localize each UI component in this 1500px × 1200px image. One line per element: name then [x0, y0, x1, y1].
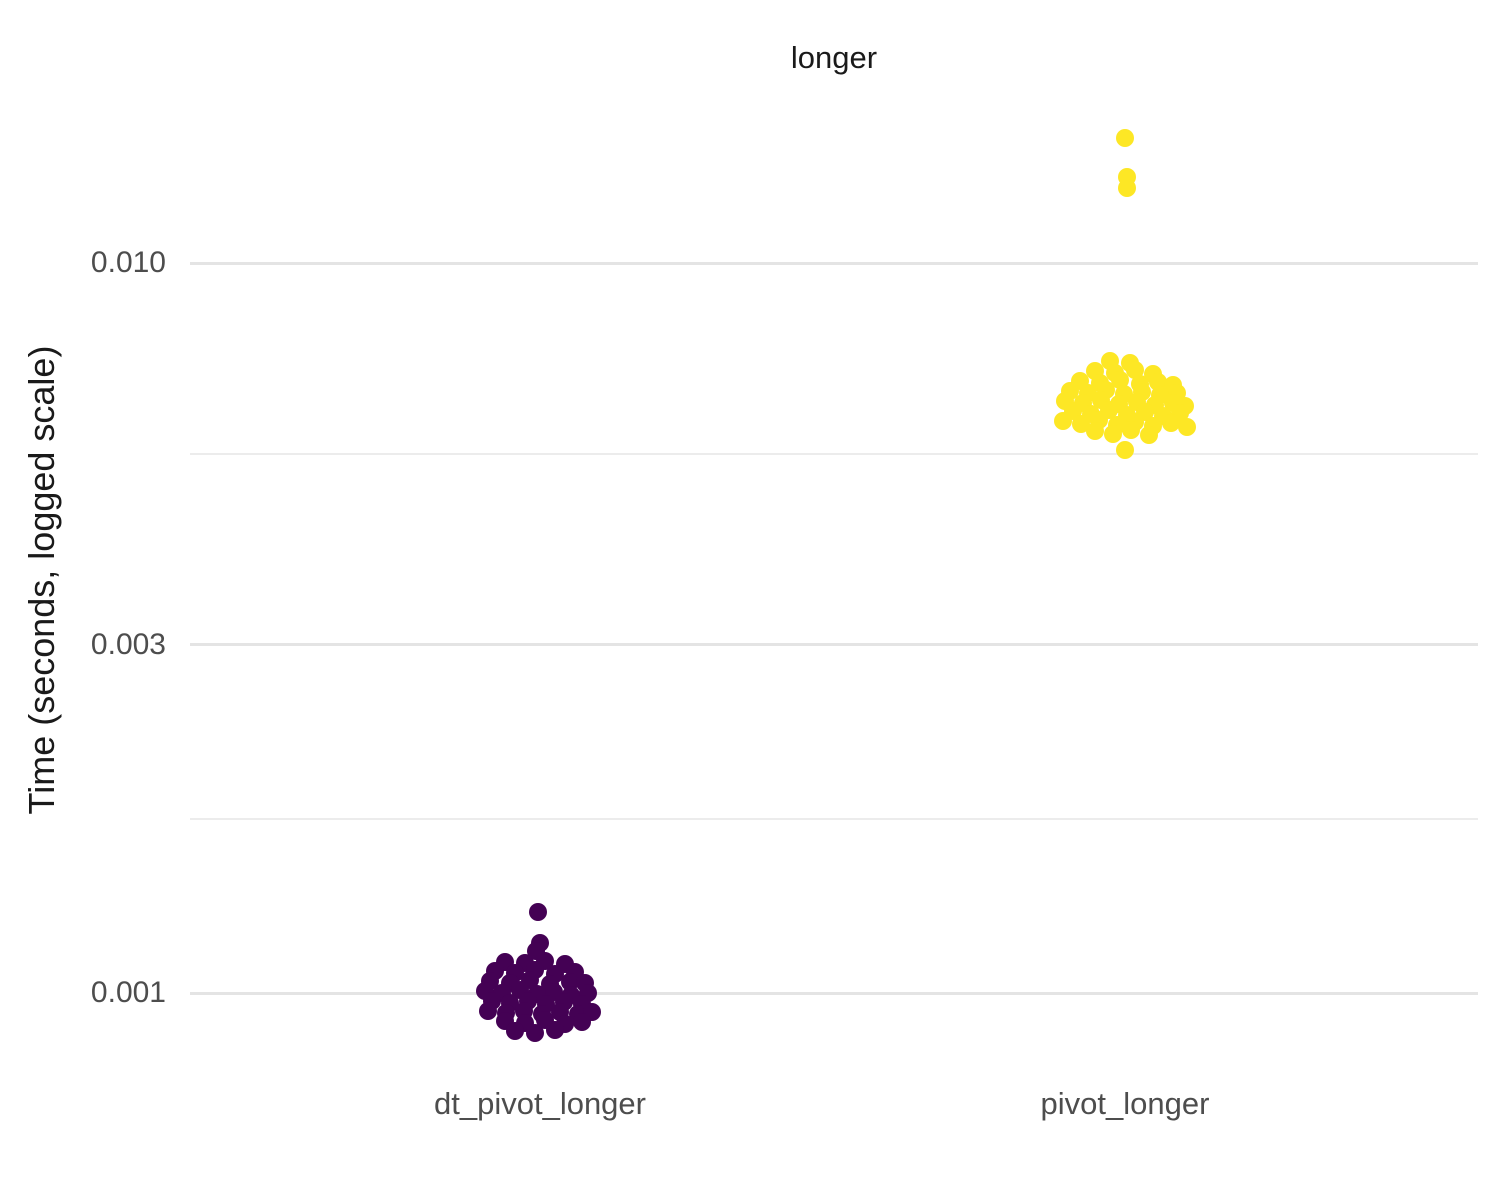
data-point-pivot_longer	[1126, 361, 1144, 380]
y-axis-title: Time (seconds, logged scale)	[21, 345, 62, 815]
data-point-pivot_longer	[1086, 422, 1104, 441]
data-point-pivot_longer	[1072, 414, 1090, 433]
x-tick-label-dt_pivot_longer: dt_pivot_longer	[434, 1086, 646, 1121]
data-point-dt_pivot_longer	[506, 1022, 524, 1041]
data-point-dt_pivot_longer	[573, 1013, 591, 1032]
data-point-pivot_longer	[1111, 371, 1129, 390]
minor-gridline	[190, 817, 1478, 820]
x-tick-label-pivot_longer: pivot_longer	[1040, 1086, 1210, 1121]
data-point-pivot_longer	[1178, 418, 1196, 437]
y-tick-label: 0.001	[90, 976, 166, 1009]
data-point-dt_pivot_longer	[479, 1002, 497, 1021]
y-tick-label: 0.010	[90, 246, 166, 279]
major-gridline	[190, 991, 1478, 995]
data-point-dt_pivot_longer	[546, 1021, 564, 1040]
major-gridline	[190, 643, 1478, 647]
data-point-pivot_longer	[1140, 426, 1158, 445]
data-point-dt_pivot_longer	[529, 903, 547, 922]
major-gridline	[190, 261, 1478, 265]
data-point-pivot_longer	[1054, 412, 1072, 431]
minor-gridline	[190, 452, 1478, 455]
data-point-pivot_longer	[1118, 178, 1136, 197]
data-point-pivot_longer	[1116, 129, 1134, 148]
data-point-pivot_longer	[1122, 421, 1140, 440]
y-tick-label: 0.003	[90, 627, 166, 661]
data-point-dt_pivot_longer	[527, 942, 545, 961]
data-point-pivot_longer	[1162, 414, 1180, 433]
data-point-dt_pivot_longer	[526, 1023, 544, 1042]
chart-title: longer	[790, 40, 878, 75]
data-point-pivot_longer	[1104, 425, 1122, 444]
data-point-pivot_longer	[1116, 441, 1134, 460]
